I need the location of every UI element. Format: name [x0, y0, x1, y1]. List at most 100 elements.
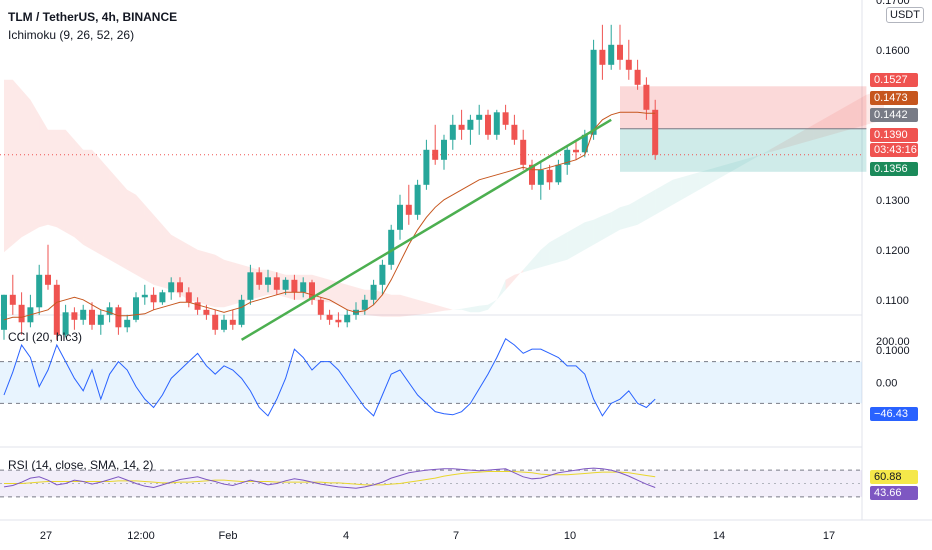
ichimoku-cloud-segment — [778, 139, 788, 150]
candle-body[interactable] — [106, 307, 113, 315]
candle-body[interactable] — [617, 44, 623, 60]
candle-body[interactable] — [537, 169, 544, 185]
candle-body[interactable] — [45, 274, 51, 285]
candle-body[interactable] — [634, 69, 641, 85]
candle-body[interactable] — [256, 272, 263, 285]
ichimoku-cloud-segment — [637, 194, 647, 225]
candle-body[interactable] — [309, 282, 315, 300]
price-tick-label: 0.1100 — [876, 295, 909, 307]
time-tick-label: 4 — [343, 530, 349, 542]
candle-body[interactable] — [405, 204, 412, 215]
currency-label[interactable]: USDT — [886, 7, 924, 23]
candle-body[interactable] — [221, 319, 227, 330]
ichimoku-cloud-segment — [461, 307, 471, 313]
candle-body[interactable] — [520, 139, 527, 165]
ichimoku-cloud-segment — [92, 149, 101, 255]
candle-body[interactable] — [397, 204, 403, 230]
candle-body[interactable] — [564, 149, 571, 165]
candle-body[interactable] — [194, 302, 201, 310]
candle-body[interactable] — [432, 149, 439, 160]
price-tick-label: 0.1300 — [876, 195, 910, 207]
candle-body[interactable] — [344, 314, 351, 323]
candle-body[interactable] — [449, 124, 456, 140]
trendline[interactable] — [240, 118, 612, 341]
candle-body[interactable] — [212, 314, 219, 330]
position-target-zone[interactable] — [620, 128, 867, 172]
candle-body[interactable] — [326, 314, 333, 320]
candle-body[interactable] — [1, 294, 7, 330]
candle-body[interactable] — [115, 307, 122, 328]
ichimoku-cloud-segment — [787, 134, 796, 148]
candle-body[interactable] — [247, 272, 254, 300]
candle-body[interactable] — [150, 294, 157, 303]
candle-body[interactable] — [652, 109, 659, 155]
candle-body[interactable] — [62, 312, 69, 335]
ichimoku-cloud-segment — [426, 302, 436, 314]
candle-body[interactable] — [9, 294, 16, 305]
candle-body[interactable] — [529, 164, 535, 185]
candle-body[interactable] — [502, 112, 509, 125]
candle-body[interactable] — [97, 314, 104, 325]
candle-body[interactable] — [141, 294, 148, 298]
candle-body[interactable] — [177, 282, 183, 293]
price-tick-label: 0.1000 — [876, 345, 910, 357]
candle-body[interactable] — [379, 264, 386, 285]
ichimoku-cloud-segment — [514, 269, 524, 280]
candle-body[interactable] — [159, 292, 166, 303]
candle-body[interactable] — [511, 124, 518, 140]
candle-body[interactable] — [282, 279, 289, 290]
candle-body[interactable] — [124, 319, 131, 328]
candle-body[interactable] — [168, 282, 175, 293]
candle-body[interactable] — [590, 49, 597, 135]
candle-body[interactable] — [238, 299, 245, 325]
candle-body[interactable] — [573, 149, 579, 153]
candle-body[interactable] — [53, 284, 60, 335]
candle-body[interactable] — [370, 284, 377, 300]
ichimoku-cloud-segment — [118, 179, 128, 270]
candle-body[interactable] — [441, 139, 447, 160]
candle-body[interactable] — [414, 184, 421, 215]
candle-body[interactable] — [458, 124, 465, 130]
candle-body[interactable] — [493, 112, 500, 135]
candle-body[interactable] — [467, 119, 474, 130]
candle-body[interactable] — [317, 299, 324, 315]
candle-body[interactable] — [643, 84, 650, 110]
candle-body[interactable] — [36, 274, 43, 308]
candle-body[interactable] — [599, 49, 606, 65]
candle-body[interactable] — [273, 277, 280, 290]
position-stop-zone[interactable] — [620, 86, 867, 129]
candle-body[interactable] — [555, 164, 562, 183]
candle-body[interactable] — [71, 312, 78, 320]
candle-body[interactable] — [229, 319, 236, 325]
candle-body[interactable] — [89, 309, 95, 325]
candle-body[interactable] — [300, 282, 307, 293]
ichimoku-legend[interactable]: Ichimoku (9, 26, 52, 26) — [8, 28, 135, 42]
rsi-legend[interactable]: RSI (14, close, SMA, 14, 2) — [8, 458, 154, 472]
candle-body[interactable] — [388, 229, 395, 265]
candle-body[interactable] — [265, 277, 271, 285]
candle-body[interactable] — [423, 149, 430, 185]
cci-value-tag: −46.43 — [870, 407, 918, 421]
time-tick-label: 17 — [823, 530, 835, 542]
candle-body[interactable] — [608, 44, 615, 65]
candle-body[interactable] — [335, 319, 342, 323]
candle-body[interactable] — [546, 169, 553, 183]
ichimoku-cloud-segment — [620, 204, 629, 230]
candle-body[interactable] — [203, 309, 210, 315]
candle-body[interactable] — [581, 134, 588, 153]
candle-body[interactable] — [485, 114, 491, 135]
ichimoku-cloud-segment — [628, 199, 638, 228]
candle-body[interactable] — [361, 299, 368, 310]
candle-body[interactable] — [185, 292, 192, 303]
ichimoku-cloud-segment — [681, 174, 691, 200]
candle-body[interactable] — [18, 304, 25, 323]
candle-body[interactable] — [625, 59, 632, 70]
candle-body[interactable] — [291, 279, 298, 293]
candle-body[interactable] — [133, 297, 139, 320]
ichimoku-cloud-segment — [338, 282, 348, 310]
candle-body[interactable] — [80, 309, 87, 320]
symbol-title[interactable]: TLM / TetherUS, 4h, BINANCE — [8, 10, 178, 24]
cci-legend[interactable]: CCI (20, hlc3) — [8, 330, 83, 344]
candle-body[interactable] — [476, 114, 483, 120]
